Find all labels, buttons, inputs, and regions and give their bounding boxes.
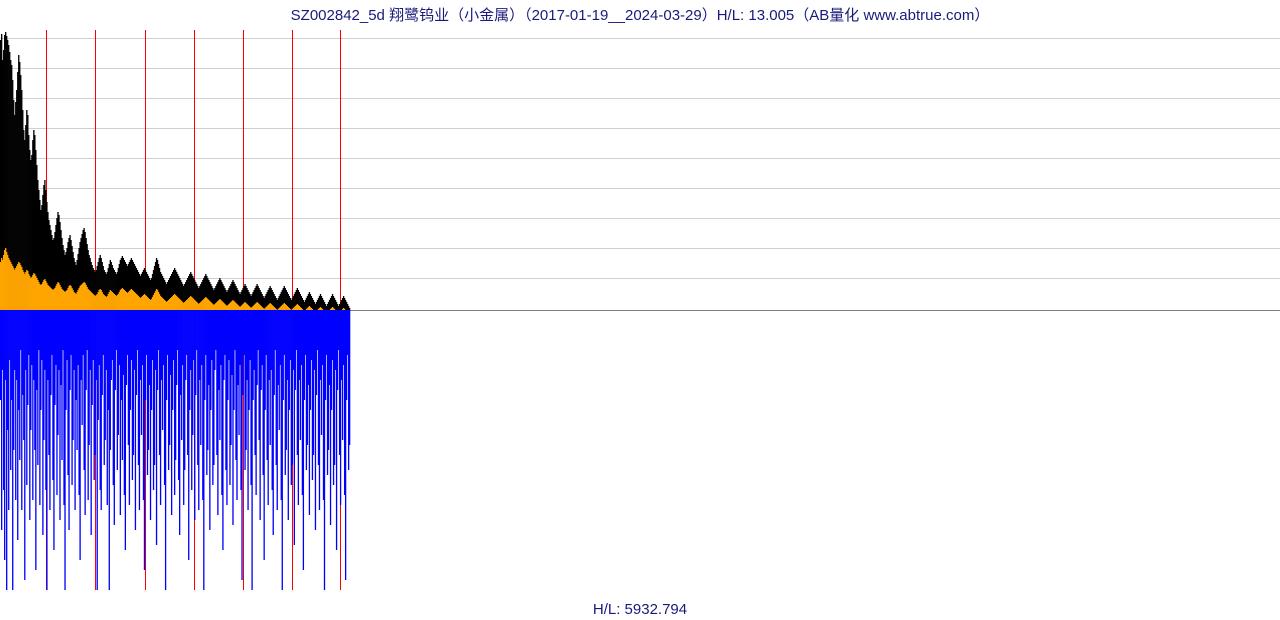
chart-area — [0, 30, 1280, 590]
chart-title: SZ002842_5d 翔鹭钨业（小金属）（2017-01-19__2024-0… — [0, 4, 1280, 25]
chart-bars — [0, 30, 1280, 590]
bottom-label: H/L: 5932.794 — [0, 601, 1280, 618]
